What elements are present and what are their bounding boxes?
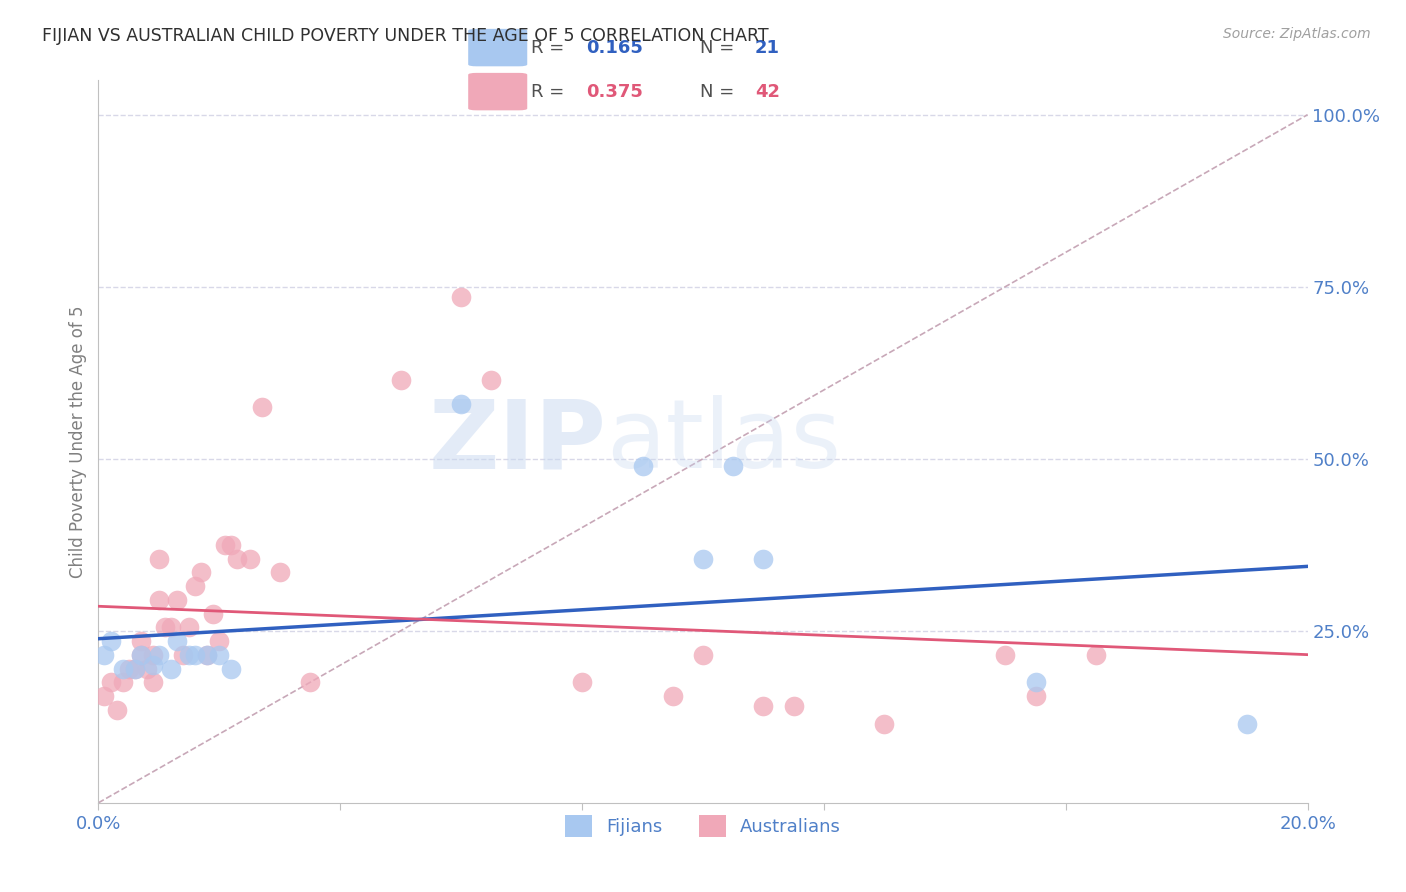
Point (142, 675, 165, 690)
Point (239, 551, 262, 566)
Point (105, 703, 128, 717)
Point (1085, 648, 1108, 662)
Point (129, 648, 152, 662)
Point (148, 648, 170, 662)
Point (93, 689, 115, 703)
Point (124, 662, 146, 676)
Point (994, 648, 1017, 662)
Point (142, 658, 165, 673)
Point (389, 373, 412, 387)
Text: R =: R = (531, 83, 565, 101)
Point (124, 662, 146, 676)
Point (571, 675, 593, 690)
Text: ZIP: ZIP (429, 395, 606, 488)
Text: 21: 21 (755, 38, 780, 56)
Point (1024, 689, 1046, 703)
Text: R =: R = (531, 38, 565, 56)
Point (208, 648, 231, 662)
Point (752, 699, 775, 714)
Point (129, 634, 152, 648)
Point (166, 592, 188, 607)
Text: Source: ZipAtlas.com: Source: ZipAtlas.com (1223, 27, 1371, 41)
Point (214, 538, 236, 552)
Point (118, 662, 141, 676)
FancyBboxPatch shape (468, 73, 527, 111)
Point (692, 551, 714, 566)
Y-axis label: Child Poverty Under the Age of 5: Child Poverty Under the Age of 5 (69, 305, 87, 578)
Text: 0.165: 0.165 (586, 38, 643, 56)
Point (184, 648, 207, 662)
Point (160, 620, 183, 634)
Point (93, 648, 115, 662)
Point (481, 373, 503, 387)
Point (692, 648, 714, 662)
Point (723, 458, 745, 473)
Text: FIJIAN VS AUSTRALIAN CHILD POVERTY UNDER THE AGE OF 5 CORRELATION CHART: FIJIAN VS AUSTRALIAN CHILD POVERTY UNDER… (42, 27, 769, 45)
Text: 0.375: 0.375 (586, 83, 643, 101)
Point (208, 634, 231, 648)
Point (195, 648, 218, 662)
Point (166, 634, 188, 648)
Point (179, 648, 201, 662)
Point (661, 689, 683, 703)
Point (172, 648, 194, 662)
Point (148, 592, 170, 607)
Point (129, 648, 152, 662)
Point (184, 579, 207, 593)
Point (226, 551, 249, 566)
Text: atlas: atlas (606, 395, 841, 488)
Point (450, 290, 472, 304)
Point (631, 458, 654, 473)
Point (195, 648, 218, 662)
Text: 42: 42 (755, 83, 780, 101)
Point (111, 675, 134, 690)
Point (100, 634, 122, 648)
Point (100, 675, 122, 690)
Point (135, 662, 157, 676)
Text: N =: N = (700, 38, 734, 56)
Point (783, 699, 806, 714)
Point (148, 551, 170, 566)
Point (221, 538, 243, 552)
Point (160, 662, 183, 676)
FancyBboxPatch shape (468, 29, 527, 66)
Point (142, 648, 165, 662)
Point (450, 397, 472, 411)
Point (299, 675, 322, 690)
Point (752, 551, 775, 566)
Point (1236, 716, 1258, 731)
Point (1024, 675, 1046, 690)
Point (179, 620, 201, 634)
Point (221, 662, 243, 676)
Point (202, 607, 225, 621)
Point (111, 662, 134, 676)
Point (873, 716, 896, 731)
Legend: Fijians, Australians: Fijians, Australians (558, 808, 848, 845)
Point (153, 620, 176, 634)
Point (250, 400, 273, 414)
Point (269, 566, 291, 580)
Point (190, 566, 212, 580)
Text: N =: N = (700, 83, 734, 101)
